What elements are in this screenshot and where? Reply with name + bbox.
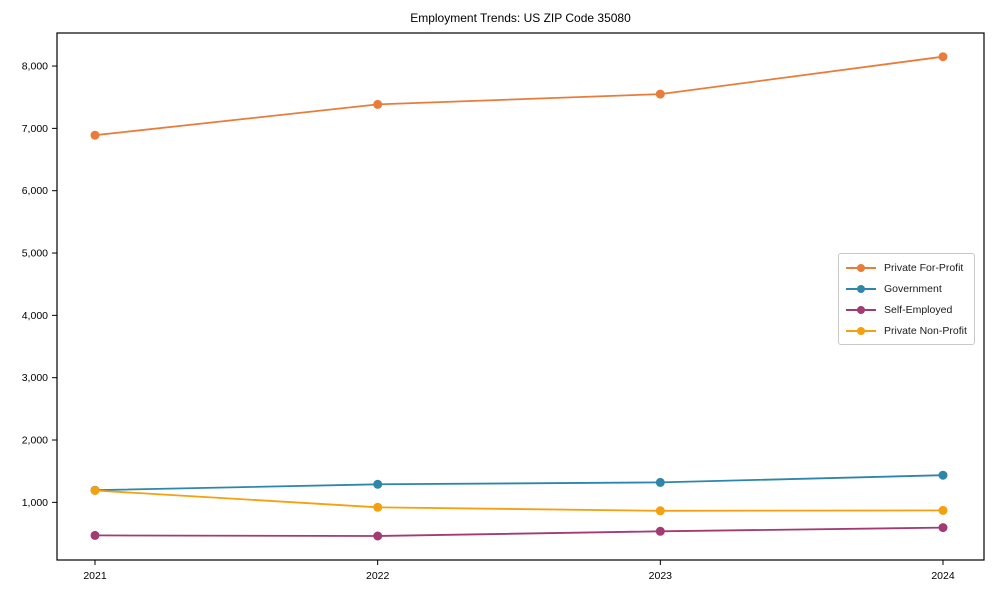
legend-item-government: Government [846, 283, 967, 295]
legend-line-marker-icon [846, 263, 876, 272]
point-self-employed-2023 [655, 526, 665, 536]
line-private-non-profit [94, 489, 944, 512]
legend-line-marker-icon [846, 305, 876, 314]
legend-item-private-non-profit: Private Non-Profit [846, 325, 967, 337]
point-government-2024 [938, 470, 948, 480]
y-tick-label: 1,000 [22, 497, 48, 509]
legend-label: Private Non-Profit [884, 324, 967, 337]
y-tick-label: 5,000 [22, 248, 48, 260]
point-private-for-profit-2024 [938, 52, 948, 62]
legend-item-self-employed: Self-Employed [846, 304, 967, 316]
y-tick-label: 8,000 [22, 61, 48, 73]
point-private-non-profit-2024 [938, 505, 948, 515]
point-private-for-profit-2021 [90, 130, 100, 140]
y-tick-label: 2,000 [22, 435, 48, 447]
point-private-non-profit-2021 [90, 486, 100, 495]
x-tick-label: 2024 [931, 570, 955, 582]
y-tick-label: 7,000 [22, 123, 48, 135]
legend: Private For-Profit Government Self-Employe… [838, 253, 975, 345]
point-private-non-profit-2022 [373, 502, 383, 512]
y-tick-label: 4,000 [22, 310, 48, 322]
point-self-employed-2022 [373, 531, 383, 541]
y-tick-label: 6,000 [22, 185, 48, 197]
line-private-for-profit [94, 55, 944, 137]
legend-line-marker-icon [846, 284, 876, 293]
point-private-for-profit-2022 [373, 99, 383, 109]
legend-label: Private For-Profit [884, 261, 964, 274]
x-tick-label: 2021 [83, 570, 107, 582]
legend-label: Government [884, 282, 942, 295]
x-tick-label: 2022 [366, 570, 390, 582]
y-tick-label: 3,000 [22, 372, 48, 384]
point-self-employed-2024 [938, 523, 948, 533]
line-government [94, 474, 944, 492]
legend-item-private-for-profit: Private For-Profit [846, 262, 967, 274]
point-government-2023 [655, 477, 665, 487]
legend-label: Self-Employed [884, 303, 953, 316]
point-private-non-profit-2023 [655, 506, 665, 516]
line-self-employed [94, 526, 944, 537]
point-government-2022 [373, 479, 383, 489]
plot-border [56, 32, 985, 561]
x-tick-label: 2023 [649, 570, 673, 582]
point-self-employed-2021 [90, 530, 100, 540]
point-private-for-profit-2023 [655, 89, 665, 99]
chart-title: Employment Trends: US ZIP Code 35080 [410, 11, 631, 25]
legend-line-marker-icon [846, 326, 876, 335]
